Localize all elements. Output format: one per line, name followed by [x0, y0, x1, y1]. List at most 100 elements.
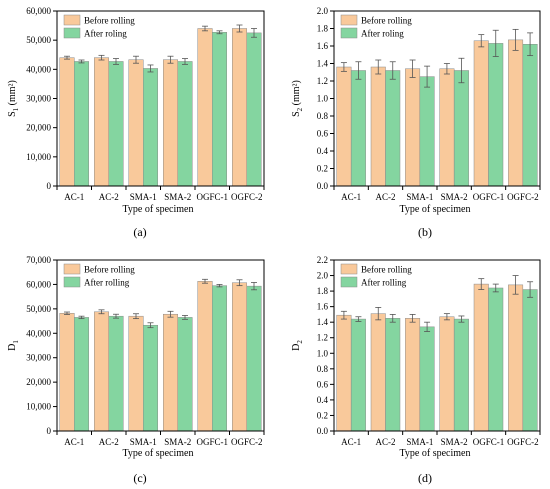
y-axis-title-subscript: 2: [296, 107, 304, 111]
y-tick-label: 0.8: [317, 364, 329, 374]
y-tick-label: 20,000: [26, 377, 51, 387]
panel-label: (b): [418, 225, 432, 239]
error-bar: [409, 314, 416, 323]
error-bar: [113, 313, 119, 319]
bar-before-sma-2: [163, 59, 178, 187]
legend-label-before: Before rolling: [361, 265, 412, 275]
error-bar: [251, 28, 257, 38]
x-tick-label: OGFC-1: [473, 437, 505, 447]
y-axis-title-subscript: 1: [12, 340, 20, 344]
legend-swatch-after: [340, 27, 358, 39]
y-axis-title-subscript: 1: [12, 107, 20, 111]
x-tick-label: AC-1: [64, 192, 84, 202]
legend-swatch-after: [63, 276, 81, 288]
error-bar: [478, 34, 485, 48]
error-bar: [236, 279, 243, 287]
y-tick-label: 0.4: [317, 146, 329, 156]
bar-after-ogfc-2: [522, 44, 538, 187]
y-tick-label: 1.2: [317, 333, 328, 343]
bar-before-sma-2: [439, 68, 455, 187]
error-bar: [355, 316, 362, 322]
bar-before-sma-1: [128, 59, 144, 187]
y-tick-label: 1.2: [317, 76, 328, 86]
bar-before-ogfc-1: [473, 40, 489, 187]
bar-after-sma-2: [177, 317, 193, 432]
error-bar: [340, 62, 347, 72]
bar-after-ogfc-1: [212, 32, 227, 187]
legend-swatch-after: [340, 276, 358, 288]
y-tick-label: 0.2: [317, 410, 328, 420]
legend-swatch-before: [63, 263, 81, 275]
y-tick-label: 60,000: [26, 279, 51, 289]
error-bar: [478, 278, 485, 290]
x-tick-label: SMA-1: [406, 437, 433, 447]
bar-before-ac-1: [59, 57, 75, 187]
error-bar: [443, 313, 450, 321]
error-bar: [167, 310, 174, 318]
y-tick-label: 50,000: [26, 304, 51, 314]
bar-after-sma-2: [453, 318, 469, 432]
bar-before-sma-2: [163, 313, 178, 432]
y-tick-label: 0.0: [317, 181, 329, 191]
bar-after-ac-2: [108, 315, 124, 432]
bar-after-ogfc-1: [488, 43, 504, 187]
x-tick-label: SMA-1: [130, 437, 157, 447]
x-tick-label: AC-2: [99, 437, 119, 447]
chart-panel-1: 0 10,000 20,000 30,000 40,000 50,000 60,000 AC-…: [7, 6, 265, 239]
bar-before-ac-2: [370, 313, 386, 432]
error-bar: [236, 24, 243, 33]
bar-before-sma-2: [439, 316, 455, 432]
bar-before-sma-1: [405, 68, 421, 187]
error-bar: [389, 61, 396, 80]
bar-after-ogfc-1: [212, 285, 227, 432]
x-tick-label: SMA-2: [164, 437, 191, 447]
error-bar: [64, 55, 70, 60]
bar-before-sma-1: [405, 318, 421, 432]
x-tick-label: AC-1: [341, 437, 361, 447]
error-bar: [113, 58, 119, 65]
error-bar: [133, 313, 139, 320]
x-tick-label: AC-1: [341, 192, 361, 202]
bar-after-ogfc-2: [246, 32, 262, 187]
legend-label-before: Before rolling: [84, 265, 135, 275]
y-tick-label: 2.0: [317, 6, 329, 16]
x-tick-label: OGFC-1: [196, 437, 228, 447]
error-bar: [202, 25, 208, 32]
error-bar: [492, 283, 499, 293]
bar-after-sma-2: [177, 61, 193, 187]
legend-label-after: After rolling: [84, 278, 130, 288]
legend-label-after: After rolling: [361, 278, 407, 288]
bar-after-sma-1: [143, 324, 158, 432]
x-tick-label: AC-2: [376, 192, 396, 202]
x-tick-label: OGFC-2: [507, 437, 539, 447]
y-axis-title-main: D: [7, 344, 18, 351]
error-bar: [527, 32, 534, 57]
error-bar: [216, 284, 223, 288]
x-tick-label: OGFC-2: [231, 192, 263, 202]
y-axis-title-main: S: [291, 111, 302, 117]
y-tick-label: 0.0: [317, 426, 329, 436]
error-bar: [182, 58, 188, 65]
y-tick-label: 20,000: [26, 123, 51, 133]
error-bar: [202, 278, 208, 284]
bar-after-ac-2: [108, 61, 124, 187]
legend-swatch-after: [63, 27, 81, 39]
bar-before-ac-2: [94, 311, 109, 432]
error-bar: [98, 309, 105, 315]
panel-label: (a): [133, 225, 146, 239]
y-tick-label: 1.8: [317, 286, 329, 296]
error-bar: [167, 55, 174, 64]
bar-after-sma-2: [453, 70, 469, 187]
error-bar: [458, 315, 465, 323]
x-tick-label: AC-2: [376, 437, 396, 447]
legend: Before rolling After rolling: [340, 263, 412, 288]
error-bar: [492, 29, 499, 57]
bar-after-ac-2: [385, 70, 401, 187]
y-axis-title: D1: [7, 340, 20, 351]
legend-swatch-before: [340, 14, 358, 26]
chart-panel-3: 0 10,000 20,000 30,000 40,000 50,000 60,000 70,…: [7, 255, 265, 485]
y-tick-label: 2.2: [317, 255, 328, 265]
y-tick-label: 30,000: [26, 94, 51, 104]
error-bar: [375, 59, 382, 75]
